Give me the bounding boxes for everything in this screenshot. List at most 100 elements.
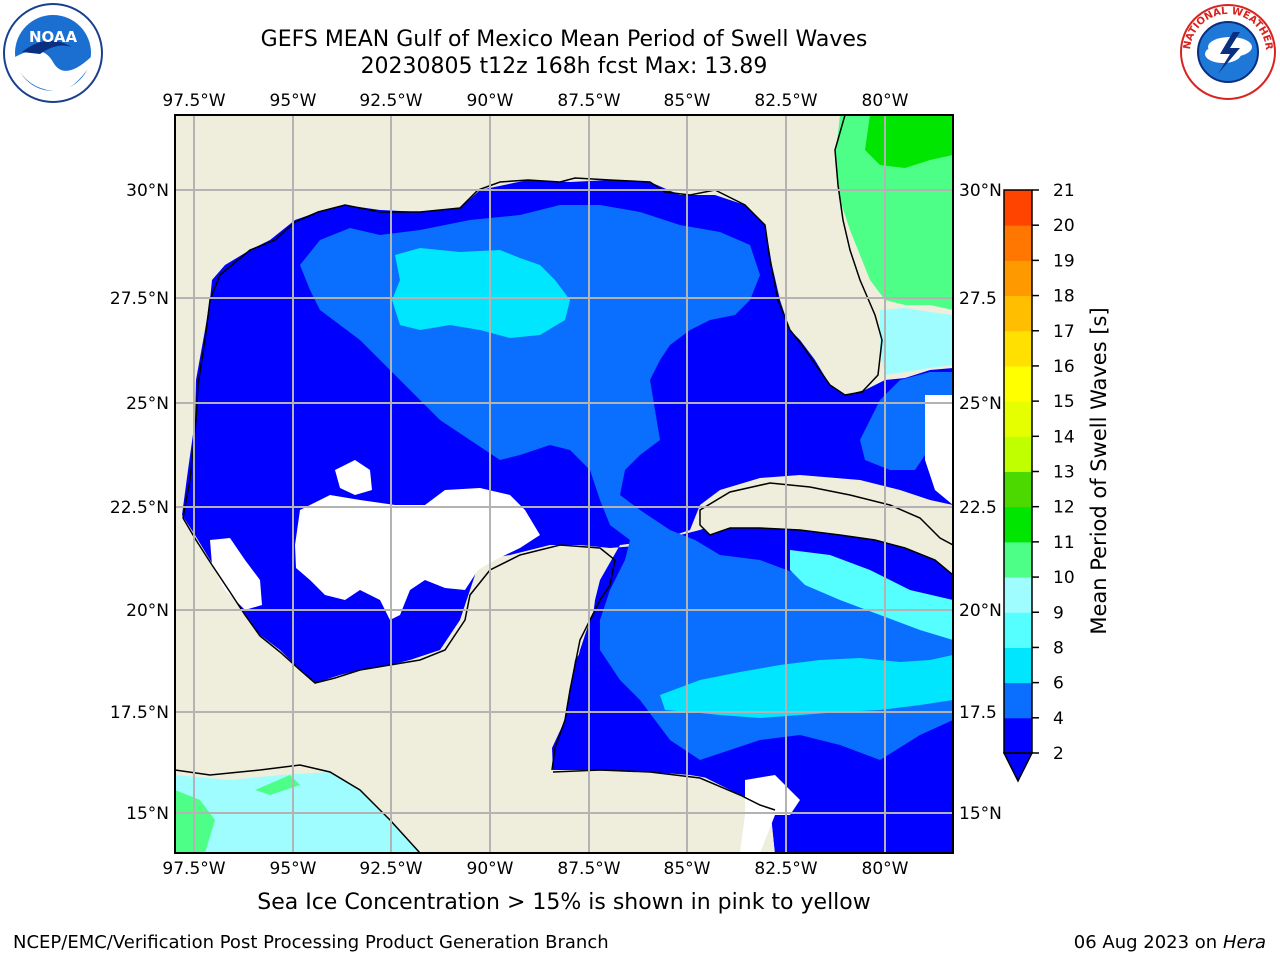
lon-label: 95°W	[270, 91, 317, 111]
colorbar-segment	[1004, 330, 1032, 367]
lon-label: 82.5°W	[754, 859, 817, 879]
lat-label: 17.5	[959, 703, 997, 723]
colorbar-segment	[1004, 190, 1032, 226]
lat-label: 17.5°N	[110, 703, 169, 723]
lon-label: 85°W	[664, 91, 711, 111]
footer-date-text: 06 Aug 2023 on	[1073, 932, 1218, 953]
gulf-white-patch-2	[335, 460, 372, 495]
colorbar-extension	[1002, 752, 1034, 783]
lon-label: 80°W	[862, 859, 909, 879]
colorbar-segment	[1004, 577, 1032, 613]
lon-label: 90°W	[467, 91, 514, 111]
lon-label: 92.5°W	[359, 859, 422, 879]
chart-subtitle: 20230805 t12z 168h fcst Max: 13.89	[360, 54, 768, 79]
lon-label: 97.5°W	[162, 91, 225, 111]
colorbar-tick-label: 2	[1053, 744, 1064, 764]
pacific-green	[175, 775, 300, 853]
map-area	[175, 115, 953, 853]
colorbar-tick-label: 16	[1053, 357, 1075, 377]
lon-label: 85°W	[664, 859, 711, 879]
honduras-coast	[552, 769, 776, 811]
colorbar-tick-label: 20	[1053, 216, 1075, 236]
gulf-mid-blue	[300, 205, 953, 760]
lat-label: 30°N	[959, 181, 1002, 201]
colorbar-tick-label: 14	[1053, 427, 1075, 447]
lon-label: 87.5°W	[557, 859, 620, 879]
colorbar-segment	[1004, 647, 1032, 684]
atlantic-bright-green	[865, 115, 953, 168]
colorbar-tick-label: 21	[1053, 181, 1075, 201]
colorbar-segment	[1004, 612, 1032, 648]
colorbar-tick-label: 6	[1053, 674, 1064, 694]
us-gulf-coast	[182, 115, 883, 519]
lon-label: 87.5°W	[557, 91, 620, 111]
sea-ice-note: Sea Ice Concentration > 15% is shown in …	[257, 890, 871, 915]
colorbar: 2 4 6 8 9 10 11 12 13 14 15 16 17 18 19 20 21	[1002, 181, 1075, 783]
colorbar-segment	[1004, 260, 1032, 297]
colorbar-segment	[1004, 471, 1032, 508]
lon-labels-top: 97.5°W 95°W 92.5°W 90°W 87.5°W 85°W 82.5…	[162, 91, 908, 111]
gulf-white-patch-3	[210, 538, 262, 610]
colorbar-tick-label: 17	[1053, 322, 1075, 342]
lat-labels-left: 30°N 27.5°N 25°N 22.5°N 20°N 17.5°N 15°N	[110, 181, 169, 824]
atlantic-light-cyan	[880, 308, 953, 375]
colorbar-tick-label: 13	[1053, 463, 1075, 483]
colorbar-segment	[1004, 682, 1032, 719]
lat-label: 27.5°N	[110, 289, 169, 309]
lat-label: 25°N	[126, 394, 169, 414]
lat-label: 22.5°N	[110, 498, 169, 518]
florida-white-patch	[925, 395, 953, 505]
lat-label: 15°N	[959, 804, 1002, 824]
caribbean-cyan	[660, 655, 953, 718]
caribbean-cyan-north	[790, 550, 953, 640]
colorbar-tick-label: 8	[1053, 638, 1064, 658]
colorbar-segment	[1004, 365, 1032, 402]
gulf-white-patch	[295, 488, 540, 620]
map-frame	[174, 114, 954, 854]
chart-title: GEFS MEAN Gulf of Mexico Mean Period of …	[260, 27, 868, 52]
gridlines	[175, 115, 953, 853]
noaa-logo-text: NOAA	[29, 28, 78, 46]
footer-machine: Hera	[1222, 932, 1266, 953]
lon-label: 92.5°W	[359, 91, 422, 111]
colorbar-tick-label: 15	[1053, 392, 1075, 412]
lon-labels-bottom: 97.5°W 95°W 92.5°W 90°W 87.5°W 85°W 82.5…	[162, 859, 908, 879]
gulf-cyan	[392, 248, 570, 338]
colorbar-tick-label: 9	[1053, 603, 1064, 623]
noaa-logo: NOAA	[3, 3, 103, 103]
colorbar-segment	[1004, 225, 1032, 261]
lat-label: 20°N	[126, 601, 169, 621]
nws-logo: NATIONAL WEATHER SERVICE	[1178, 2, 1276, 100]
colorbar-segment	[1004, 506, 1032, 543]
lon-label: 95°W	[270, 859, 317, 879]
footer-date: 06 Aug 2023 on Hera	[1074, 932, 1266, 953]
lon-label: 97.5°W	[162, 859, 225, 879]
colorbar-segment	[1004, 717, 1032, 754]
lat-label: 27.5	[959, 289, 997, 309]
colorbar-tick-label: 4	[1053, 709, 1064, 729]
lat-label: 25°N	[959, 394, 1002, 414]
footer-credit: NCEP/EMC/Verification Post Processing Pr…	[13, 932, 609, 953]
lon-label: 80°W	[862, 91, 909, 111]
mexico-coast	[182, 517, 616, 771]
colorbar-segment	[1004, 541, 1032, 578]
colorbar-label: Mean Period of Swell Waves [s]	[1087, 307, 1111, 634]
lat-labels-right: 30°N 27.5 25°N 22.5 20°N 17.5 15°N	[959, 181, 1002, 824]
lon-label: 90°W	[467, 859, 514, 879]
lat-label: 20°N	[959, 601, 1002, 621]
lon-label: 82.5°W	[754, 91, 817, 111]
lat-label: 22.5	[959, 498, 997, 518]
colorbar-tick-label: 11	[1053, 533, 1075, 553]
lat-label: 30°N	[126, 181, 169, 201]
colorbar-segment	[1004, 401, 1032, 437]
colorbar-tick-label: 12	[1053, 498, 1075, 518]
colorbar-tick-label: 18	[1053, 287, 1075, 307]
colorbar-segment	[1004, 436, 1032, 472]
colorbar-segment	[1004, 295, 1032, 332]
lat-label: 15°N	[126, 804, 169, 824]
colorbar-tick-label: 10	[1053, 568, 1075, 588]
atlantic-green	[835, 115, 953, 310]
pacific-coast	[175, 764, 421, 853]
colorbar-tick-label: 19	[1053, 251, 1075, 271]
